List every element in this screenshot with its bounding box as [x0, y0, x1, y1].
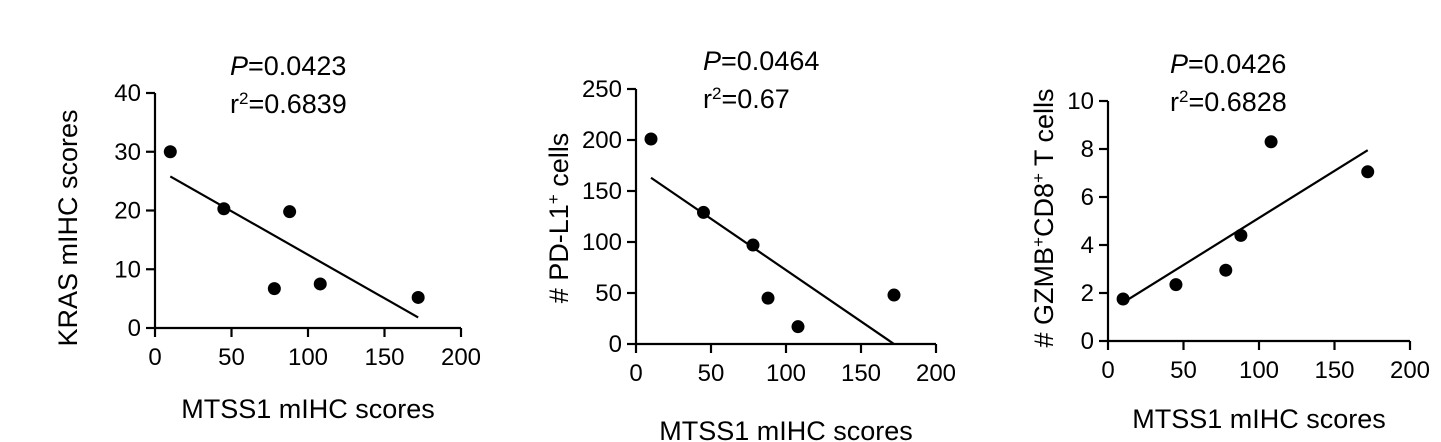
- r-squared-label: r2=0.67: [703, 84, 790, 115]
- data-point: [267, 282, 281, 296]
- data-point: [761, 291, 775, 305]
- x-tick-label: 200: [916, 360, 956, 387]
- p-value-label: P=0.0426: [1170, 49, 1286, 79]
- x-tick-label: 150: [841, 360, 881, 387]
- y-tick-label: 100: [582, 229, 622, 256]
- chart-panel-pdl1: 0 50 100 150 200 0 50 100 150 200 250 P=0.0464 r2=0.…: [544, 46, 957, 442]
- x-tick-label: 150: [364, 344, 404, 371]
- y-tick-label: 50: [595, 280, 622, 307]
- data-point: [746, 238, 760, 252]
- data-point: [1264, 135, 1278, 149]
- y-tick-label: 4: [1081, 232, 1094, 259]
- data-point: [163, 145, 177, 159]
- x-tick-label: 50: [1170, 357, 1197, 384]
- x-tick-label: 100: [1239, 357, 1279, 384]
- data-point: [1169, 278, 1183, 292]
- x-tick-label: 150: [1314, 357, 1354, 384]
- x-tick-label: 0: [1101, 357, 1114, 384]
- data-point: [791, 320, 805, 334]
- regression-line: [1122, 149, 1369, 304]
- y-tick-label: 0: [1081, 328, 1094, 355]
- y-tick-label: 250: [582, 76, 622, 103]
- y-tick-label: 0: [609, 331, 622, 358]
- data-point: [1116, 292, 1130, 306]
- data-point: [1219, 263, 1233, 277]
- y-tick-label: 200: [582, 127, 622, 154]
- y-tick-label: 20: [114, 198, 141, 225]
- x-tick-label: 200: [441, 344, 481, 371]
- x-tick-label: 100: [288, 344, 328, 371]
- x-tick-label: 0: [148, 344, 161, 371]
- y-tick-label: 150: [582, 178, 622, 205]
- x-axis-label: MTSS1 mIHC scores: [659, 416, 913, 442]
- p-value-label: P=0.0423: [230, 51, 346, 81]
- data-point: [644, 132, 658, 146]
- data-point: [411, 290, 425, 304]
- x-tick-label: 50: [698, 360, 725, 387]
- x-axis-label: MTSS1 mIHC scores: [1132, 404, 1386, 434]
- data-point: [283, 205, 297, 219]
- y-tick-label: 6: [1081, 184, 1094, 211]
- data-point: [313, 277, 327, 291]
- y-tick-label: 10: [114, 256, 141, 283]
- x-axis-label: MTSS1 mIHC scores: [181, 394, 435, 424]
- x-tick-label: 100: [766, 360, 806, 387]
- y-axis-label: # GZMB+CD8+ T cells: [1029, 89, 1060, 348]
- x-tick-label: 50: [218, 344, 245, 371]
- y-tick-label: 30: [114, 139, 141, 166]
- y-tick-label: 10: [1067, 88, 1094, 115]
- data-point: [1234, 228, 1248, 242]
- y-tick-label: 0: [128, 315, 141, 342]
- chart-panel-gzmb: 0 50 100 150 200 0 2 4 6 8 10 P=0.0426 r2=0.6828 MTSS…: [1029, 49, 1431, 434]
- regression-line: [650, 176, 895, 345]
- data-point: [887, 288, 901, 302]
- data-point: [217, 202, 231, 216]
- x-tick-label: 200: [1390, 357, 1430, 384]
- x-tick-label: 0: [629, 360, 642, 387]
- y-axis-label: KRAS mIHC scores: [53, 109, 83, 346]
- data-point: [697, 205, 710, 219]
- y-tick-label: 40: [114, 80, 141, 107]
- p-value-label: P=0.0464: [703, 46, 819, 76]
- data-point: [1361, 165, 1375, 179]
- chart-panel-kras: 0 50 100 150 200 0 10 20 30 40 P=0.0423 r2=0.6839 MT…: [53, 51, 481, 424]
- y-axis-label: # PD-L1+ cells: [544, 133, 575, 304]
- regression-line: [169, 175, 419, 319]
- r-squared-label: r2=0.6839: [230, 89, 347, 120]
- y-tick-label: 2: [1081, 280, 1094, 307]
- y-tick-label: 8: [1081, 136, 1094, 163]
- r-squared-label: r2=0.6828: [1170, 87, 1287, 118]
